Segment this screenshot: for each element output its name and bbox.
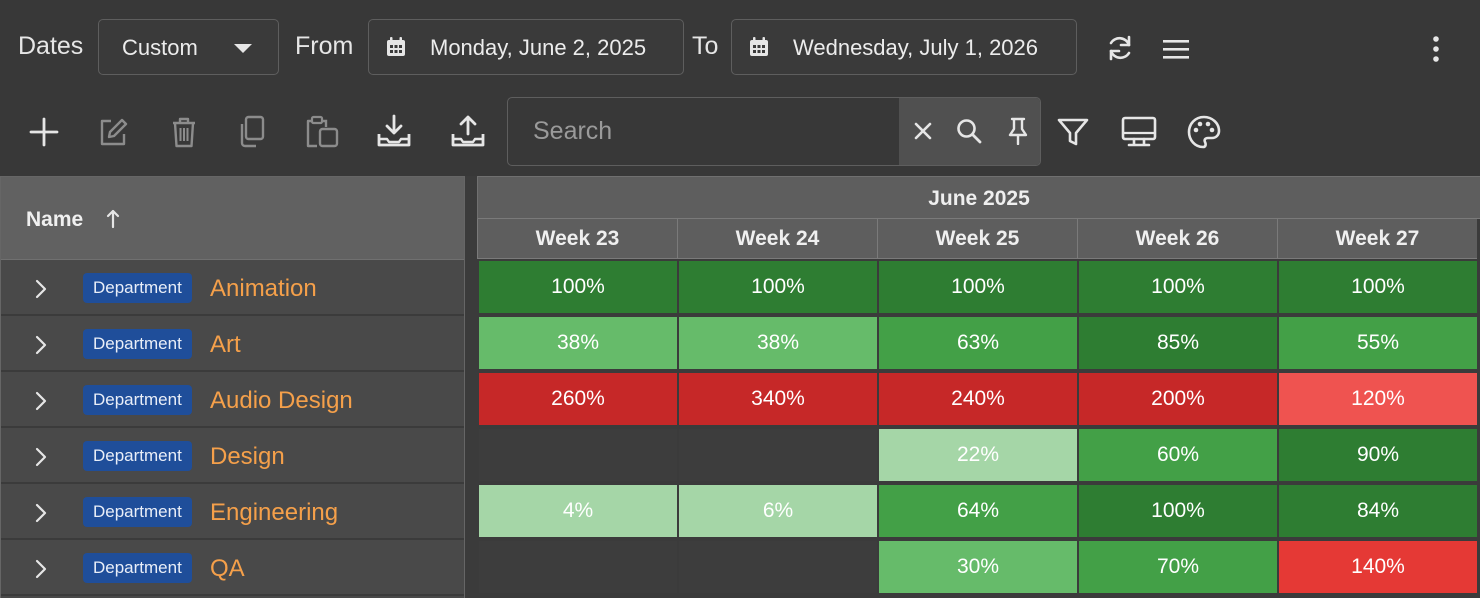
edit-icon[interactable]	[97, 116, 129, 148]
delete-icon[interactable]	[168, 115, 200, 149]
date-range-select-value: Custom	[122, 35, 198, 60]
chevron-right-icon[interactable]	[34, 391, 48, 411]
utilization-cell[interactable]: 38%	[679, 317, 877, 369]
paste-icon[interactable]	[304, 115, 340, 149]
department-badge: Department	[83, 441, 192, 471]
utilization-cell[interactable]: 100%	[679, 261, 877, 313]
from-date-field[interactable]: Monday, June 2, 2025	[368, 19, 684, 75]
from-date-value: Monday, June 2, 2025	[430, 35, 647, 60]
chevron-right-icon[interactable]	[34, 447, 48, 467]
department-badge: Department	[83, 497, 192, 527]
utilization-cell[interactable]	[679, 429, 877, 481]
more-vertical-icon[interactable]	[1426, 36, 1446, 62]
copy-icon[interactable]	[236, 115, 268, 149]
utilization-cell[interactable]: 90%	[1279, 429, 1477, 481]
chevron-right-icon[interactable]	[34, 279, 48, 299]
date-range-select[interactable]: Custom	[98, 19, 279, 75]
week-header: Week 24	[677, 219, 877, 259]
row-name[interactable]: Design	[210, 443, 285, 470]
week-header: Week 23	[477, 219, 677, 259]
department-badge: Department	[83, 273, 192, 303]
search-icon[interactable]	[956, 118, 982, 144]
utilization-grid: June 2025 Week 23 Week 24 Week 25 Week 26 We…	[477, 176, 1480, 598]
dates-label: Dates	[18, 32, 84, 60]
filter-icon[interactable]	[1057, 117, 1089, 147]
chevron-right-icon[interactable]	[34, 335, 48, 355]
utilization-cell[interactable]: 64%	[879, 485, 1077, 537]
utilization-cell[interactable]: 84%	[1279, 485, 1477, 537]
utilization-cell[interactable]: 60%	[1079, 429, 1277, 481]
pin-icon[interactable]	[1007, 117, 1029, 145]
refresh-icon[interactable]	[1106, 34, 1134, 62]
table-row[interactable]: Department Animation	[1, 260, 464, 316]
utilization-cell[interactable]: 260%	[479, 373, 677, 425]
table-row[interactable]: Department QA	[1, 540, 464, 596]
utilization-cell[interactable]: 100%	[879, 261, 1077, 313]
month-header: June 2025	[477, 176, 1480, 219]
row-name[interactable]: Engineering	[210, 499, 339, 526]
department-badge: Department	[83, 385, 192, 415]
utilization-cell[interactable]: 140%	[1279, 541, 1477, 593]
chevron-right-icon[interactable]	[34, 559, 48, 579]
to-date-value: Wednesday, July 1, 2026	[793, 35, 1039, 60]
row-name[interactable]: QA	[210, 555, 245, 582]
add-icon[interactable]	[29, 117, 59, 147]
department-badge: Department	[83, 329, 192, 359]
monitor-icon[interactable]	[1121, 116, 1157, 148]
utilization-cell[interactable]: 6%	[679, 485, 877, 537]
table-row[interactable]: Department Audio Design	[1, 372, 464, 428]
name-header-label: Name	[26, 208, 84, 231]
utilization-cell[interactable]: 63%	[879, 317, 1077, 369]
utilization-cell[interactable]: 85%	[1079, 317, 1277, 369]
department-badge: Department	[83, 553, 192, 583]
calendar-icon	[750, 37, 768, 56]
utilization-cell[interactable]: 100%	[479, 261, 677, 313]
name-column: Name Department Animation Department Art Dep…	[0, 176, 465, 598]
search-input[interactable]	[508, 98, 899, 165]
utilization-cell[interactable]: 55%	[1279, 317, 1477, 369]
row-name[interactable]: Art	[210, 331, 241, 358]
date-range-bar: Dates Custom From Monday, June 2, 2025 T…	[0, 0, 1480, 94]
to-date-field[interactable]: Wednesday, July 1, 2026	[731, 19, 1077, 75]
to-label: To	[692, 32, 719, 60]
column-splitter[interactable]	[465, 176, 477, 598]
utilization-cell[interactable]: 120%	[1279, 373, 1477, 425]
utilization-cell[interactable]	[679, 541, 877, 593]
name-column-header[interactable]: Name	[1, 177, 464, 260]
table-row[interactable]: Department Art	[1, 316, 464, 372]
utilization-cell[interactable]: 30%	[879, 541, 1077, 593]
utilization-cell[interactable]: 70%	[1079, 541, 1277, 593]
upload-icon[interactable]	[450, 114, 486, 150]
utilization-cell[interactable]: 100%	[1079, 261, 1277, 313]
utilization-cell[interactable]: 100%	[1279, 261, 1477, 313]
utilization-cell[interactable]: 22%	[879, 429, 1077, 481]
utilization-cell[interactable]: 4%	[479, 485, 677, 537]
sort-ascending-icon	[106, 209, 120, 229]
menu-icon[interactable]	[1162, 37, 1190, 61]
row-name[interactable]: Audio Design	[210, 387, 353, 414]
search-box	[507, 97, 1041, 166]
week-header: Week 27	[1277, 219, 1477, 259]
utilization-cell[interactable]	[479, 429, 677, 481]
table-row[interactable]: Department Engineering	[1, 484, 464, 540]
utilization-cell[interactable]: 100%	[1079, 485, 1277, 537]
utilization-cell[interactable]: 38%	[479, 317, 677, 369]
week-header: Week 26	[1077, 219, 1277, 259]
week-header: Week 25	[877, 219, 1077, 259]
search-tools	[899, 98, 1040, 165]
table-row[interactable]: Department Design	[1, 428, 464, 484]
utilization-cell[interactable]: 200%	[1079, 373, 1277, 425]
chevron-down-icon	[234, 44, 252, 53]
utilization-cell[interactable]	[479, 541, 677, 593]
from-label: From	[295, 32, 354, 60]
clear-icon[interactable]	[913, 121, 933, 141]
utilization-cell[interactable]: 340%	[679, 373, 877, 425]
chevron-right-icon[interactable]	[34, 503, 48, 523]
download-icon[interactable]	[376, 114, 412, 150]
utilization-cell[interactable]: 240%	[879, 373, 1077, 425]
row-name[interactable]: Animation	[210, 275, 317, 302]
palette-icon[interactable]	[1187, 115, 1221, 149]
calendar-icon	[387, 37, 405, 56]
